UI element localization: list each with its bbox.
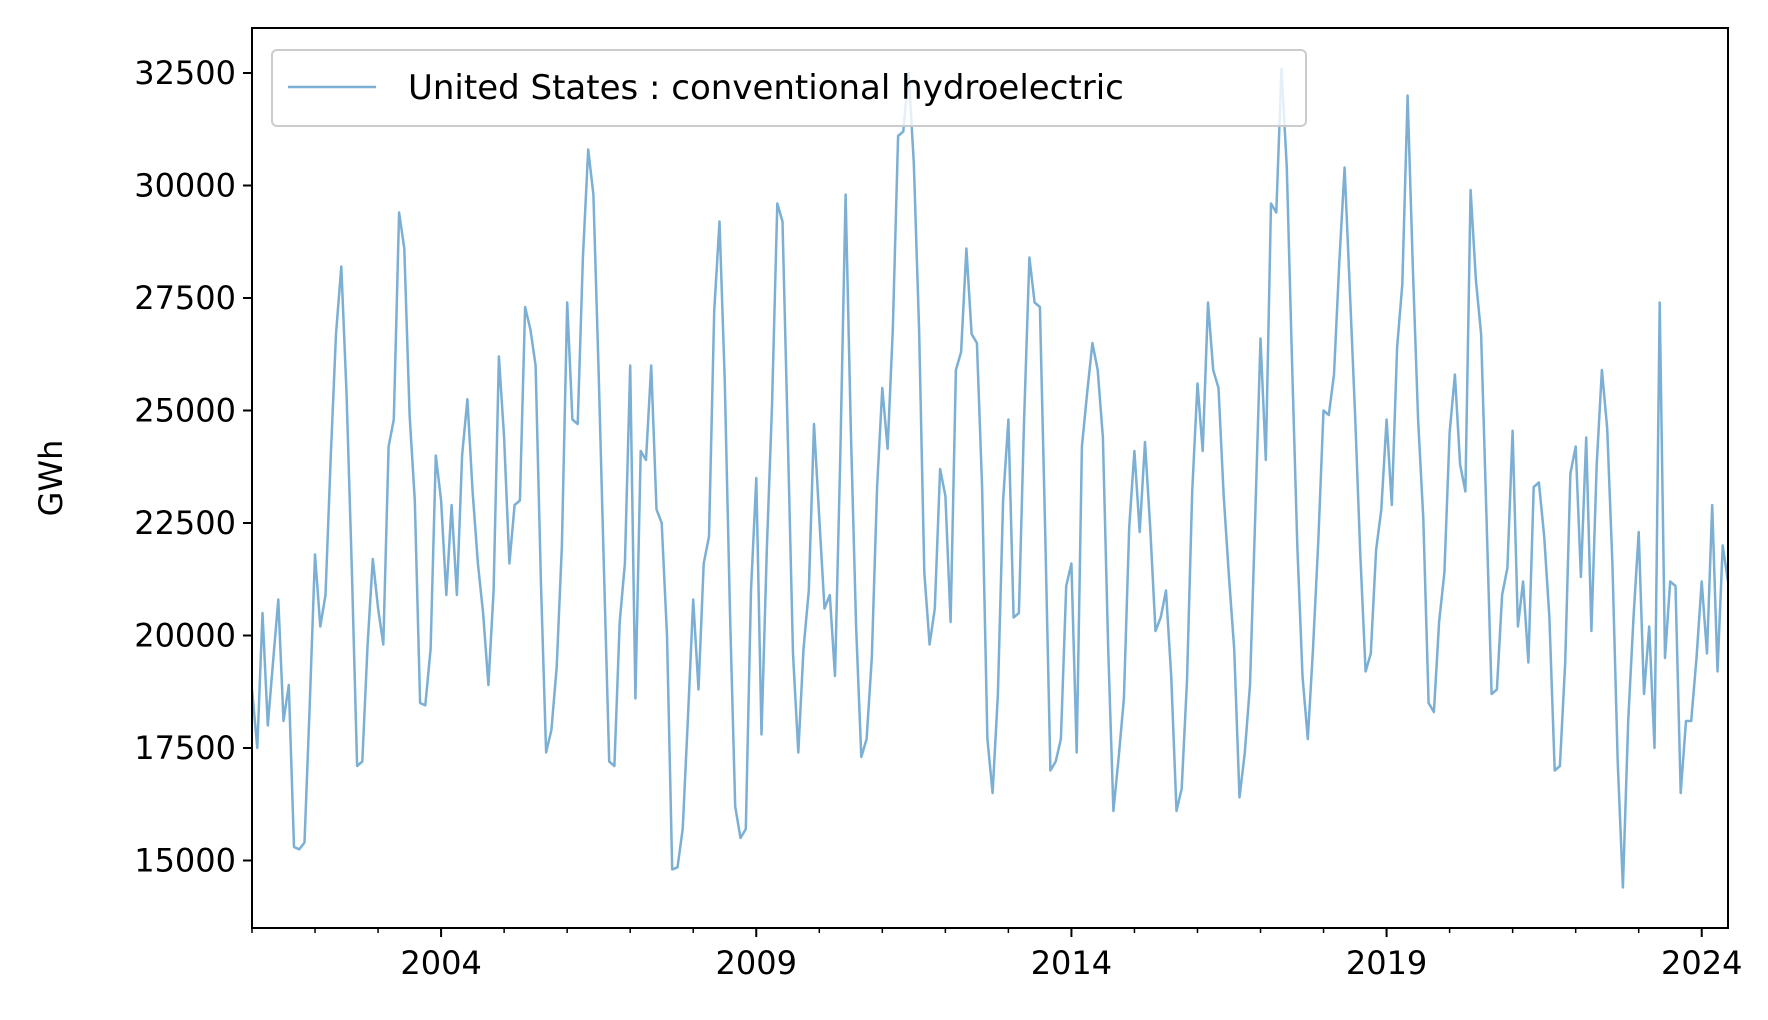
legend-box — [271, 49, 1307, 127]
x-tick-label: 2009 — [716, 944, 797, 982]
legend: United States : conventional hydroelectr… — [271, 49, 1307, 127]
y-tick-label: 17500 — [134, 729, 236, 767]
x-tick-label: 2019 — [1346, 944, 1427, 982]
x-tick-label: 2014 — [1031, 944, 1112, 982]
x-tick-label: 2004 — [400, 944, 481, 982]
y-tick-label: 32500 — [134, 54, 236, 92]
y-tick-label: 15000 — [134, 842, 236, 880]
legend-label: United States : conventional hydroelectr… — [408, 68, 1124, 108]
series-line — [250, 67, 1730, 889]
y-axis-title: GWh — [32, 440, 70, 517]
y-tick-label: 30000 — [134, 167, 236, 205]
y-axis-title-group: GWh — [32, 440, 70, 517]
plot-frame — [251, 27, 1729, 929]
y-tick-label: 27500 — [134, 279, 236, 317]
x-tick-label: 2024 — [1661, 944, 1742, 982]
series-group — [250, 67, 1730, 889]
y-tick-label: 25000 — [134, 392, 236, 430]
y-tick-label: 20000 — [134, 617, 236, 655]
y-tick-label: 22500 — [134, 504, 236, 542]
axes-group: 15000 17500 20000 22500 25000 27500 30000 32500… — [134, 54, 1742, 982]
